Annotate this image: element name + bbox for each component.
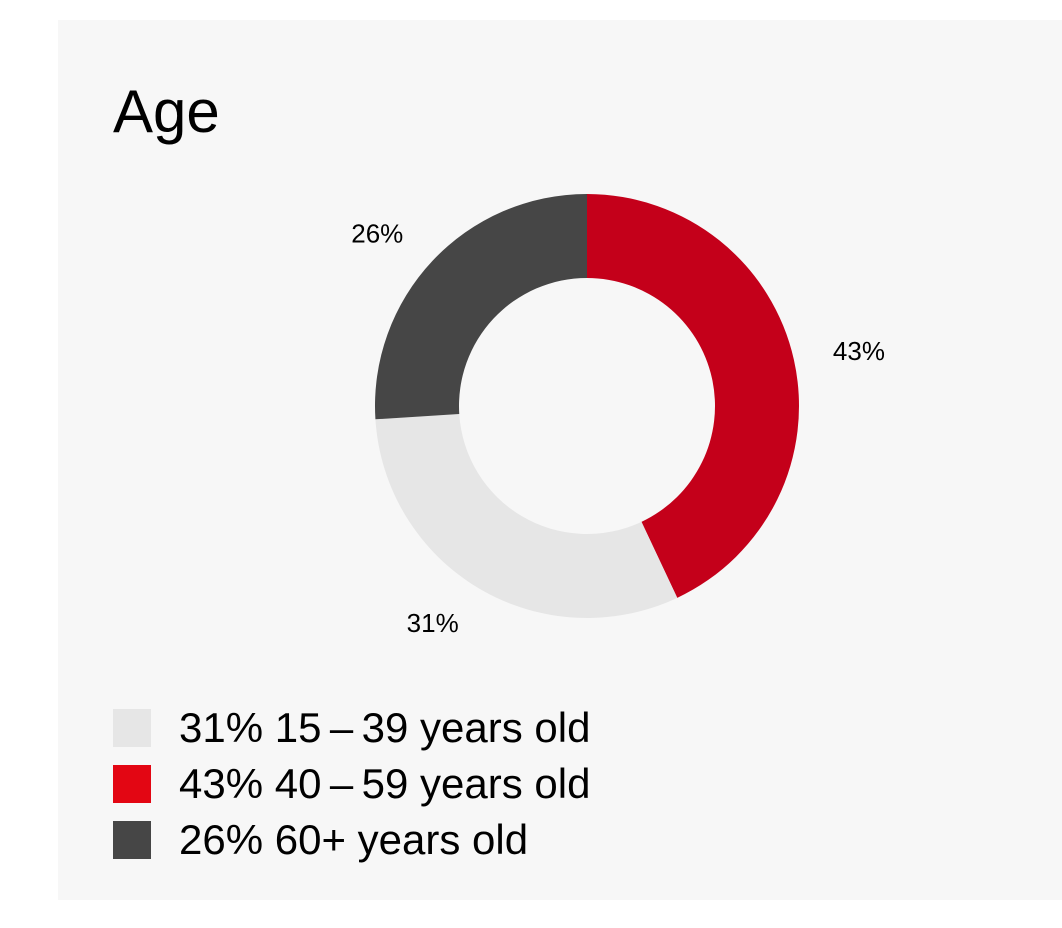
legend-swatch: [113, 821, 151, 859]
legend-label: 26% 60+ years old: [179, 816, 529, 863]
legend-label: 31% 15 – 39 years old: [179, 704, 591, 751]
legend-swatch: [113, 709, 151, 747]
legend-item: 43% 40 – 59 years old: [113, 756, 590, 812]
chart-legend: 31% 15 – 39 years old 43% 40 – 59 years o…: [113, 700, 590, 868]
donut-slice: [587, 194, 800, 598]
legend-swatch: [113, 765, 151, 803]
legend-item: 26% 60+ years old: [113, 812, 590, 868]
slice-value-label: 26%: [351, 218, 403, 248]
chart-card: [58, 20, 1062, 900]
legend-label: 43% 40 – 59 years old: [179, 760, 591, 807]
slice-value-label: 31%: [407, 608, 459, 638]
chart-title: Age: [113, 78, 220, 145]
legend-item: 31% 15 – 39 years old: [113, 700, 590, 756]
donut-slice: [375, 194, 587, 420]
slice-value-label: 43%: [833, 336, 885, 366]
donut-slice: [375, 414, 678, 618]
